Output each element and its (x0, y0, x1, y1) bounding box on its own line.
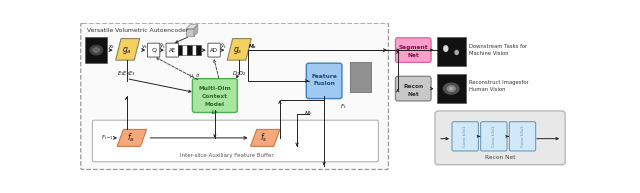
Bar (196, 46, 201, 55)
Ellipse shape (447, 85, 456, 92)
FancyBboxPatch shape (509, 122, 536, 151)
Text: $f_s$: $f_s$ (260, 132, 268, 144)
Text: $\hat{y}_t$: $\hat{y}_t$ (159, 42, 166, 52)
Text: $y_t$: $y_t$ (141, 43, 148, 51)
Text: Feature: Feature (311, 74, 337, 79)
Text: Conv k3s1: Conv k3s1 (463, 126, 467, 147)
Bar (85, 37, 107, 63)
Text: $f_a$: $f_a$ (127, 132, 134, 144)
FancyBboxPatch shape (193, 79, 237, 113)
Polygon shape (117, 130, 147, 146)
Text: Conv k3s1: Conv k3s1 (520, 126, 525, 147)
Text: $\hat{y}_t$: $\hat{y}_t$ (220, 42, 227, 52)
Text: $D_1D_2$: $D_1D_2$ (232, 69, 246, 78)
Text: Downstream Tasks for: Downstream Tasks for (469, 44, 527, 49)
FancyBboxPatch shape (396, 38, 431, 62)
Text: $M_F$: $M_F$ (304, 110, 313, 119)
Bar (178, 46, 182, 55)
Text: $L_F$: $L_F$ (211, 108, 218, 117)
Text: Reconstruct Imagesfor: Reconstruct Imagesfor (469, 80, 529, 85)
Bar (187, 46, 191, 55)
FancyBboxPatch shape (307, 63, 342, 99)
Text: Segment: Segment (399, 45, 428, 50)
Bar (349, 62, 371, 92)
Bar (191, 46, 196, 55)
Text: Net: Net (408, 53, 419, 58)
Text: $\mu, \sigma$: $\mu, \sigma$ (189, 72, 200, 80)
Ellipse shape (92, 47, 100, 53)
Text: Model: Model (205, 102, 225, 107)
FancyBboxPatch shape (166, 43, 179, 57)
FancyBboxPatch shape (208, 43, 220, 57)
Polygon shape (116, 39, 140, 60)
Text: $g_s$: $g_s$ (234, 45, 243, 56)
FancyBboxPatch shape (147, 43, 160, 57)
Text: Recon: Recon (403, 84, 424, 89)
Text: $F_{t-1}$: $F_{t-1}$ (100, 133, 114, 142)
Polygon shape (227, 39, 252, 60)
Text: Recon Net: Recon Net (485, 155, 515, 160)
Text: Q: Q (151, 48, 156, 53)
Text: AD: AD (210, 48, 218, 53)
Bar (436, 74, 466, 103)
Ellipse shape (443, 45, 449, 52)
Text: AE: AE (169, 48, 176, 53)
Text: Context: Context (202, 94, 228, 99)
Ellipse shape (449, 87, 453, 90)
FancyBboxPatch shape (481, 122, 507, 151)
Polygon shape (186, 25, 198, 29)
Bar (436, 37, 466, 66)
Text: Versatile Volumetric Autoencoder: Versatile Volumetric Autoencoder (87, 28, 188, 33)
Polygon shape (194, 25, 198, 36)
FancyBboxPatch shape (396, 76, 431, 101)
Bar (182, 46, 187, 55)
Text: Net: Net (408, 91, 419, 96)
Polygon shape (250, 130, 280, 146)
Ellipse shape (454, 50, 459, 55)
Bar (186, 29, 194, 36)
Ellipse shape (90, 45, 103, 56)
Text: Inter-slice Auxiliary Feature Buffer: Inter-slice Auxiliary Feature Buffer (180, 153, 274, 158)
FancyBboxPatch shape (92, 120, 378, 162)
Text: $E_1E_2E_3$: $E_1E_2E_3$ (117, 69, 136, 78)
Text: $x_t$: $x_t$ (108, 43, 115, 51)
Text: Fusion: Fusion (313, 81, 335, 86)
Text: Conv k3s1: Conv k3s1 (492, 126, 496, 147)
Text: $g_a$: $g_a$ (122, 45, 131, 56)
Text: Human Vision: Human Vision (469, 87, 506, 92)
Text: $M_x$: $M_x$ (248, 43, 257, 52)
Text: $F_t$: $F_t$ (340, 102, 347, 111)
Ellipse shape (443, 82, 460, 95)
FancyBboxPatch shape (452, 122, 478, 151)
FancyBboxPatch shape (435, 111, 565, 165)
Text: Multi-Dim: Multi-Dim (198, 86, 231, 91)
Text: $M_x$: $M_x$ (248, 43, 257, 52)
Text: Machine Vision: Machine Vision (469, 51, 509, 56)
FancyBboxPatch shape (81, 23, 388, 169)
